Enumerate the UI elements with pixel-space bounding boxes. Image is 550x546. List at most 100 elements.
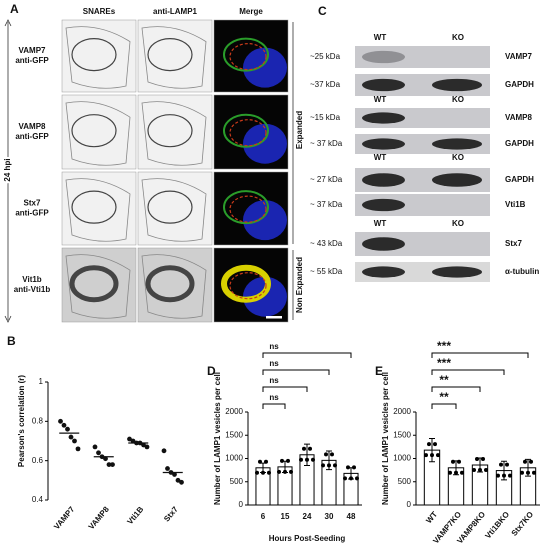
x-tick-label: 24	[303, 512, 312, 521]
point-marker	[430, 453, 434, 458]
data-point	[72, 438, 77, 444]
row-antibody: anti-GFP	[15, 132, 49, 141]
scale-bar	[266, 316, 282, 319]
data-point	[130, 438, 136, 444]
y-tick-label: 0.8	[32, 416, 44, 425]
x-tick-label: VAMP7	[52, 504, 77, 531]
y-tick-label: 500	[230, 477, 244, 486]
vacuole-signal	[223, 190, 269, 225]
cell-outline	[141, 101, 207, 166]
significance-bracket	[262, 403, 286, 409]
panel-label: B	[7, 334, 16, 348]
point-marker	[286, 458, 290, 463]
point-marker	[311, 457, 315, 462]
data-point	[172, 472, 177, 477]
blot-band	[362, 112, 405, 124]
micrograph	[137, 171, 213, 246]
nucleus	[243, 123, 287, 164]
significance-label: **	[439, 390, 449, 404]
x-tick-label: Vti1B	[125, 505, 145, 527]
point-marker	[508, 473, 512, 478]
row-antibody: anti-Vti1b	[14, 285, 51, 294]
molecular-weight: ~37 kDa	[310, 80, 341, 89]
significance-label: **	[439, 373, 449, 387]
significance-bracket	[431, 369, 505, 375]
molecular-weight: ~ 37 kDa	[310, 200, 343, 209]
significance-label: ***	[437, 356, 451, 370]
protein-name: GAPDH	[505, 139, 534, 148]
vacuole-signal	[223, 113, 269, 148]
x-tick-label: 6	[261, 512, 266, 521]
panel-label: A	[10, 2, 19, 16]
protein-name: GAPDH	[505, 175, 534, 184]
lamp1-signal	[229, 42, 267, 71]
point-marker	[349, 476, 353, 481]
arrow-head	[4, 19, 12, 323]
data-point	[127, 436, 132, 442]
data-point	[110, 462, 115, 467]
data-point	[144, 444, 150, 450]
blot-band	[362, 78, 405, 92]
y-tick-label: 500	[398, 477, 412, 486]
column-header: SNAREs	[83, 7, 116, 16]
significance-bracket	[431, 403, 457, 409]
micrograph	[61, 171, 137, 246]
blot-band	[362, 198, 405, 212]
significance-label: ns	[269, 359, 279, 368]
row-antibody: anti-GFP	[15, 209, 49, 218]
x-tick-label: Vti1BKO	[483, 510, 511, 541]
data-point	[96, 450, 101, 456]
y-tick-label: 1000	[225, 454, 243, 463]
vacuole-signal	[221, 264, 271, 303]
point-marker	[321, 463, 325, 468]
panel-label: C	[318, 4, 327, 18]
y-axis-label: Number of LAMP1 vesicles per cell	[381, 372, 390, 505]
data-point	[161, 448, 167, 454]
vacuole-outline	[145, 265, 195, 303]
x-axis-label: Hours Post-Seeding	[269, 534, 346, 543]
point-marker	[475, 457, 479, 462]
point-marker	[324, 452, 328, 457]
micrograph	[137, 19, 213, 93]
molecular-weight: ~ 55 kDa	[310, 267, 343, 276]
point-marker	[264, 459, 268, 464]
x-tick-label: WT	[424, 510, 439, 525]
point-marker	[302, 446, 306, 451]
significance-bracket	[431, 352, 529, 358]
point-marker	[454, 470, 458, 475]
point-marker	[472, 468, 476, 473]
molecular-weight: ~25 kDa	[310, 52, 341, 61]
panel-label: D	[207, 364, 216, 378]
point-marker	[289, 469, 293, 474]
data-point	[68, 434, 74, 440]
significance-label: ns	[269, 376, 279, 385]
blot-band	[362, 266, 405, 278]
nucleus	[243, 276, 287, 317]
y-tick-label: 1500	[393, 430, 411, 439]
point-marker	[484, 468, 488, 473]
blot-band	[362, 138, 405, 150]
point-marker	[520, 470, 524, 475]
point-marker	[481, 457, 485, 462]
point-marker	[258, 459, 262, 464]
cell-outline	[141, 26, 207, 89]
x-tick-label: 48	[347, 512, 356, 521]
lamp1-signal	[229, 272, 267, 300]
protein-name: Vti1B	[505, 200, 526, 209]
y-tick-label: 1000	[393, 454, 411, 463]
error-bar	[304, 443, 310, 466]
point-marker	[424, 453, 428, 458]
vacuole-outline	[69, 265, 119, 303]
point-marker	[305, 457, 309, 462]
significance-label: ns	[269, 342, 279, 351]
point-marker	[255, 470, 259, 475]
y-axis-label: Number of LAMP1 vesicles per cell	[213, 372, 222, 505]
point-marker	[457, 459, 461, 464]
significance-bracket	[262, 386, 308, 392]
significance-bracket	[431, 386, 481, 392]
row-label: Vit1b	[22, 275, 42, 284]
x-tick-label: Stx7KO	[510, 510, 535, 538]
point-marker	[343, 476, 347, 481]
x-tick-label: Stx7	[162, 504, 180, 523]
point-marker	[352, 465, 356, 470]
